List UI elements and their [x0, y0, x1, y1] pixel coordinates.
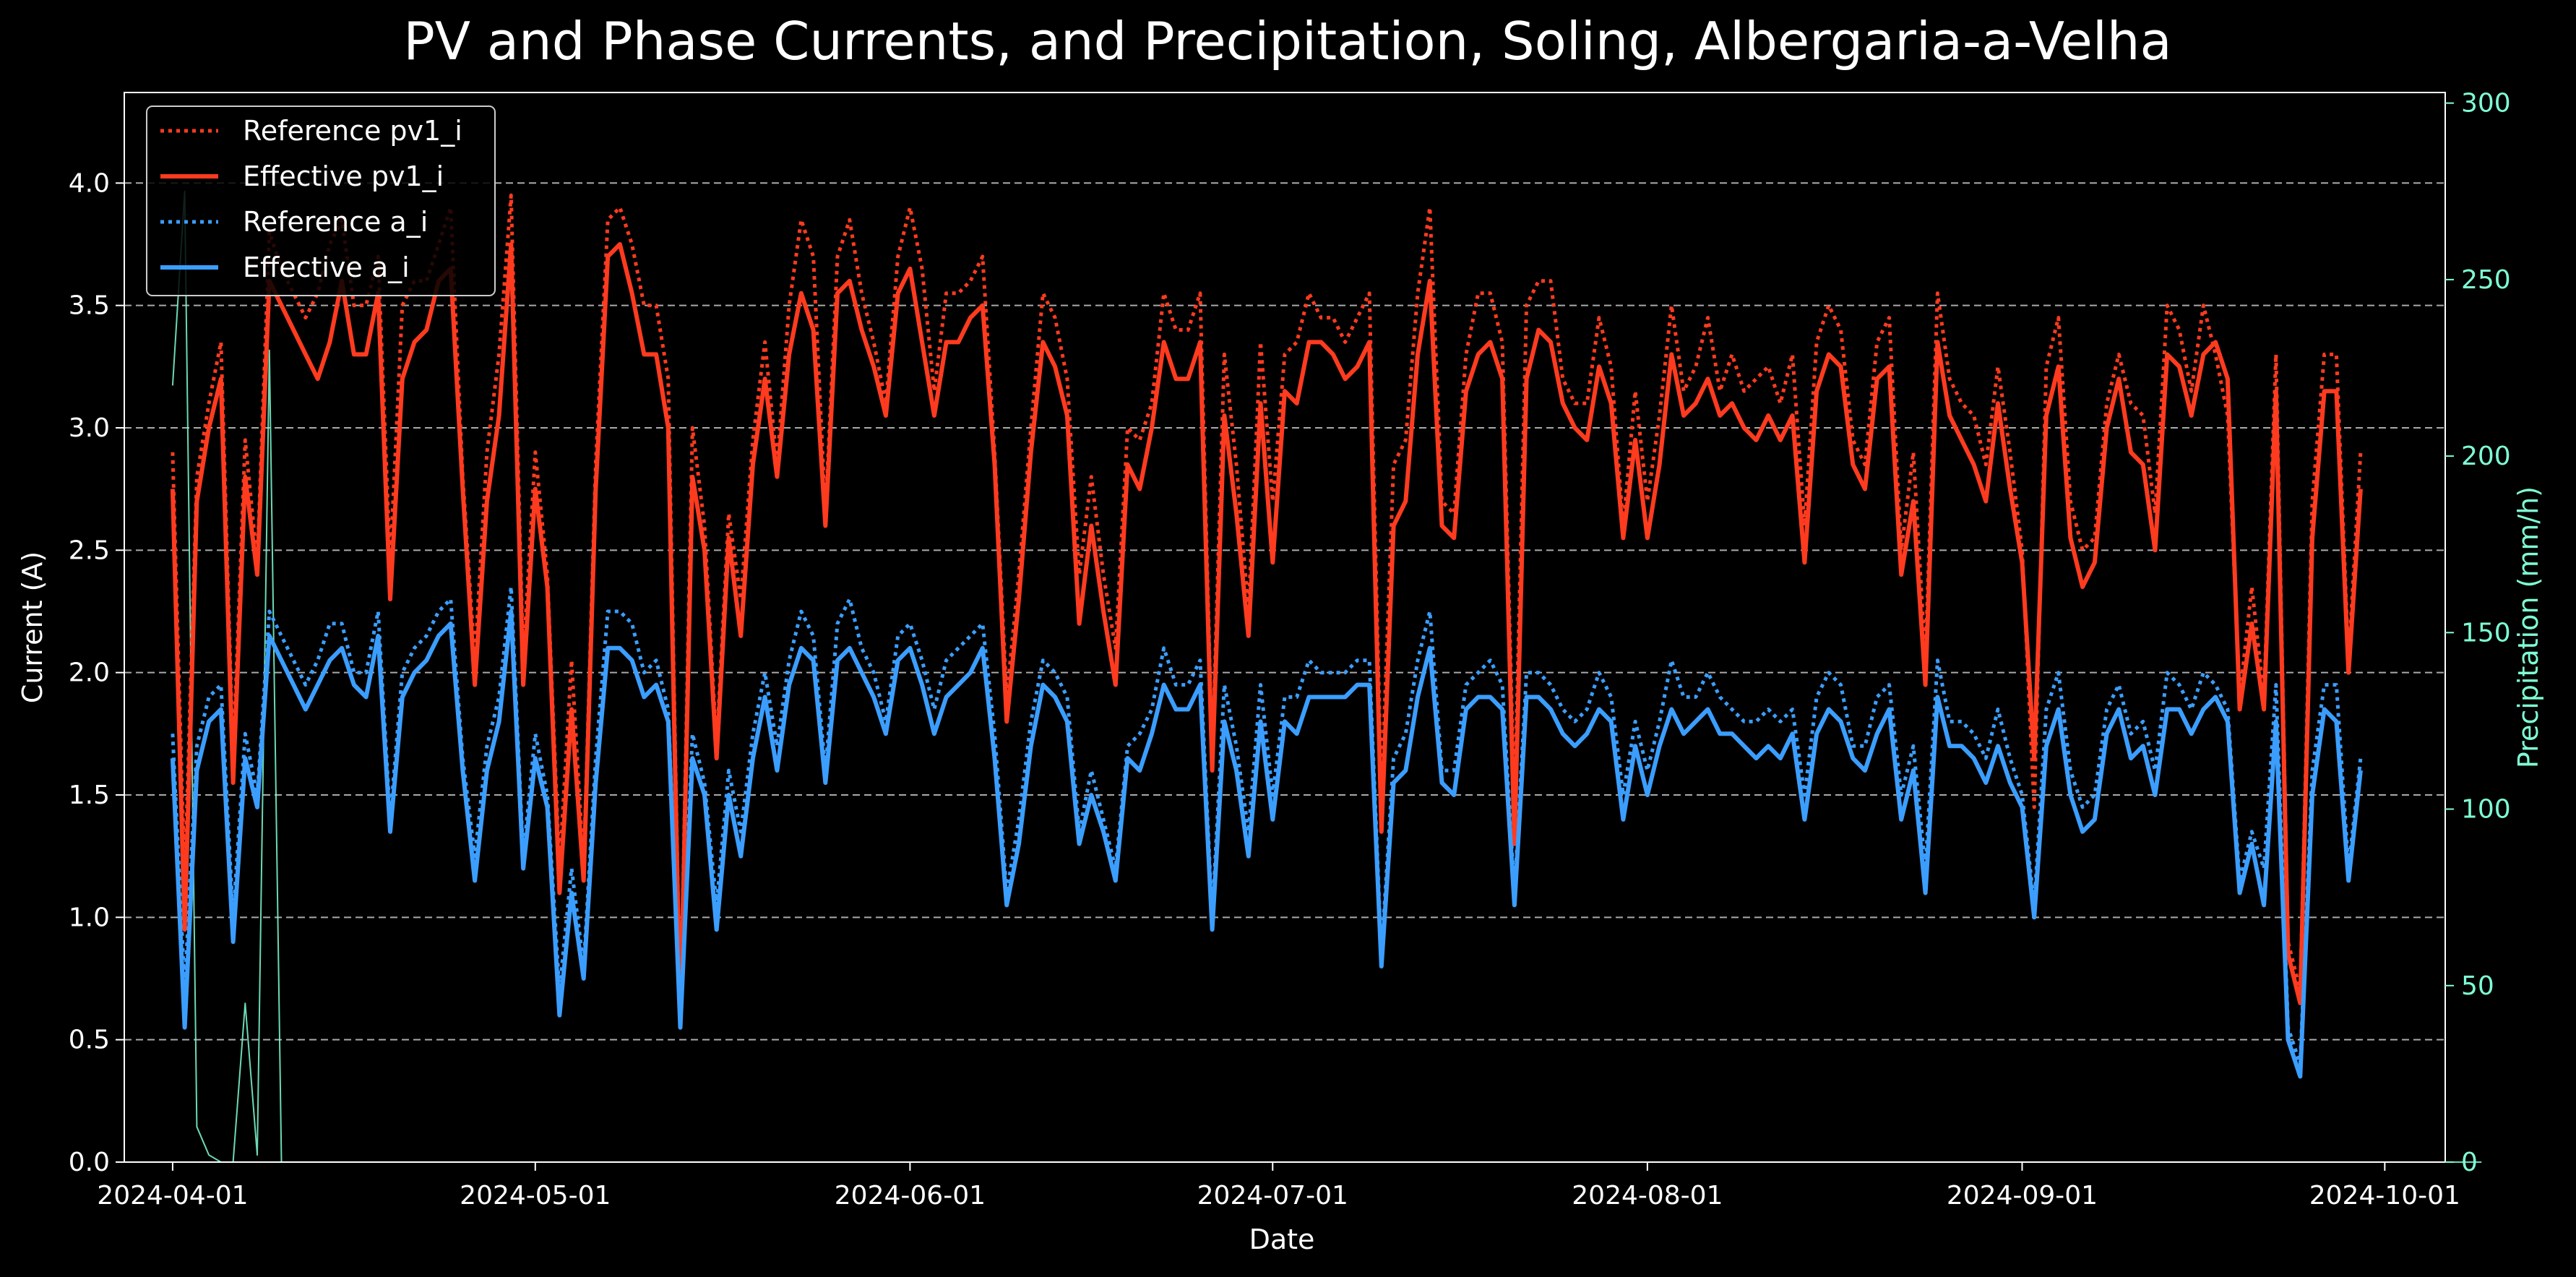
chart-title: PV and Phase Currents, and Precipitation…: [403, 11, 2171, 72]
x-axis: 2024-04-01 2024-05-01 2024-06-01 2024-07-01…: [97, 1162, 2460, 1211]
y-tick-label: 1.0: [69, 903, 110, 932]
y-tick-label: 1.5: [69, 781, 110, 810]
y2-tick-label: 150: [2461, 618, 2511, 648]
x-tick-label: 2024-08-01: [1572, 1181, 1723, 1211]
legend: Reference pv1_i Effective pv1_i Reference …: [146, 106, 496, 296]
x-tick-label: 2024-09-01: [1947, 1181, 2098, 1211]
y2-axis-label: Precipitation (mm/h): [2512, 486, 2544, 768]
y-tick-label: 3.5: [69, 291, 110, 321]
y2-tick-label: 250: [2461, 265, 2511, 295]
y-tick-label: 2.0: [69, 658, 110, 688]
y2-tick-label: 0: [2461, 1148, 2478, 1177]
y-tick-label: 3.0: [69, 413, 110, 443]
y2-axis: 0 50 100 150 200 250 300: [2445, 89, 2511, 1177]
legend-label: Reference a_i: [243, 206, 428, 238]
series-effective-pv1-i-line: [170, 242, 2363, 1030]
legend-label: Reference pv1_i: [243, 115, 462, 147]
x-tick-label: 2024-05-01: [460, 1181, 611, 1211]
y2-tick-label: 200: [2461, 442, 2511, 471]
y-tick-label: 0.0: [69, 1148, 110, 1177]
legend-label: Effective pv1_i: [243, 160, 444, 192]
y2-tick-label: 300: [2461, 89, 2511, 119]
y2-tick-label: 50: [2461, 971, 2494, 1001]
legend-label: Effective a_i: [243, 251, 410, 283]
x-tick-label: 2024-10-01: [2309, 1181, 2460, 1211]
y-tick-label: 0.5: [69, 1026, 110, 1055]
y-axis-label: Current (A): [17, 551, 48, 703]
x-tick-label: 2024-04-01: [97, 1181, 248, 1211]
y2-tick-label: 100: [2461, 795, 2511, 825]
x-tick-label: 2024-06-01: [835, 1181, 986, 1211]
series-reference-a-i-line: [171, 585, 2363, 1066]
plot-frame: [124, 92, 2446, 1163]
x-axis-label: Date: [1249, 1224, 1315, 1255]
y-tick-label: 4.0: [69, 168, 110, 198]
x-tick-label: 2024-07-01: [1197, 1181, 1348, 1211]
y-tick-label: 2.5: [69, 536, 110, 565]
series-layer: [170, 193, 2363, 1079]
y-axis: 0.0 0.5 1.0 1.5 2.0 2.5 3.0 3.5 4.0: [69, 168, 124, 1177]
legend-box: [146, 106, 496, 296]
series-effective-a-i-line: [170, 609, 2363, 1079]
grid: [124, 182, 2445, 1041]
